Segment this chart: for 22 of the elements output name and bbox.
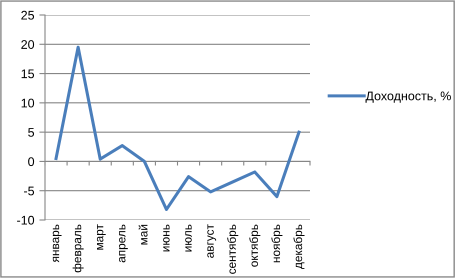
x-tick-label: июль <box>185 224 192 252</box>
y-tick-label: 25 <box>21 10 34 20</box>
y-tick-label: 10 <box>22 98 34 108</box>
y-tick-label: 15 <box>22 70 34 78</box>
x-tick-label: апрель <box>118 224 128 262</box>
x-tick-label: декабрь <box>293 224 305 269</box>
x-tick-label: февраль <box>72 224 84 272</box>
y-tick-label: -10 <box>17 216 34 225</box>
x-tick-label: август <box>207 224 216 258</box>
y-tick-label: 0 <box>28 157 34 166</box>
line-series <box>54 46 300 211</box>
y-tick-label: -5 <box>24 186 34 196</box>
x-tick-label: март <box>96 224 106 250</box>
x-tick-label: январь <box>52 224 62 262</box>
x-tick-label: май <box>138 224 148 245</box>
x-tick-label: октябрь <box>249 224 260 267</box>
legend-label: Доходность, % <box>366 92 451 103</box>
y-tick-label: 20 <box>21 40 34 49</box>
y-tick-label: 5 <box>28 128 34 137</box>
x-tick-label: июнь <box>163 224 170 252</box>
x-tick-label: ноябрь <box>271 224 282 262</box>
x-tick-label: сентябрь <box>227 224 238 274</box>
